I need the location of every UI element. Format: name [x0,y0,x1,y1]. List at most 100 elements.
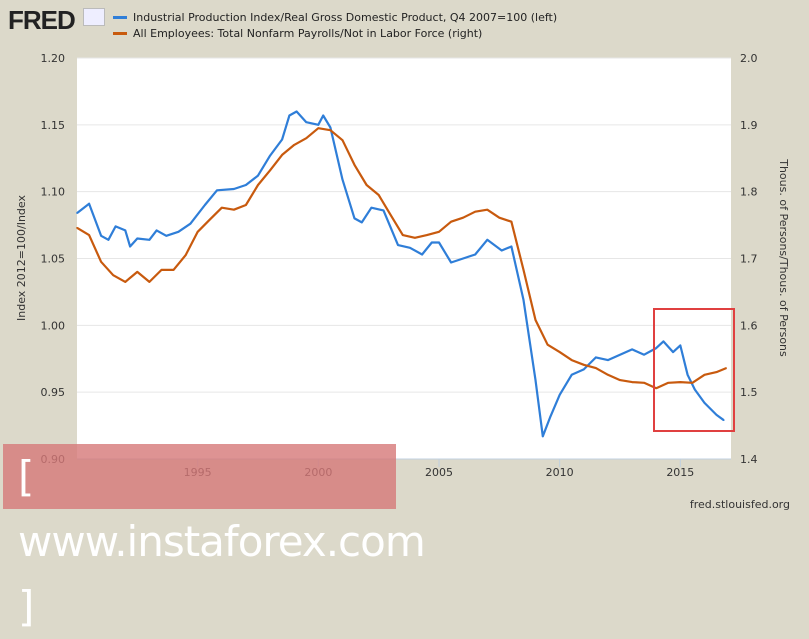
data-point [184,254,187,256]
data-point [462,257,464,260]
data-point [172,269,175,271]
data-point [655,387,657,389]
data-point [341,178,344,181]
data-point [703,373,706,376]
data-point [233,188,235,190]
data-point [534,379,537,381]
data-point [177,230,180,233]
data-point [686,373,689,376]
data-point [220,206,223,209]
data-point [208,218,211,221]
data-point [148,281,151,283]
data-point [155,229,158,232]
y-tick-label-right: 1.6 [740,319,758,332]
data-point [534,319,537,321]
data-point [397,244,399,246]
legend-swatch-orange [113,32,127,35]
data-point [500,249,503,252]
data-point [655,347,657,349]
data-point [703,402,706,404]
legend-label: Industrial Production Index/Real Gross D… [133,11,558,24]
data-point [233,208,235,211]
data-point [124,281,127,283]
data-point [341,139,344,142]
data-point [450,220,452,223]
data-point [486,208,489,211]
data-point [486,238,489,241]
legend-item-nonfarm-payrolls[interactable]: All Employees: Total Nonfarm Payrolls/No… [113,27,482,40]
data-point [409,247,411,249]
data-point [558,351,561,353]
data-point [305,121,308,123]
y-tick-label-left: 1.05 [41,253,66,266]
data-point [353,217,356,220]
data-point [305,137,308,139]
data-point [643,353,645,356]
y-tick-label-left: 0.95 [41,386,66,399]
x-tick-label: 2015 [666,466,694,479]
data-point [426,234,428,236]
data-point [112,274,114,277]
source-credit[interactable]: fred.stlouisfed.org [689,498,790,511]
data-point [295,110,298,113]
data-point [88,234,90,236]
data-point [570,359,573,361]
y-tick-label-left: 1.15 [41,119,66,132]
data-point [204,204,206,206]
data-point [522,269,525,271]
data-point [715,414,718,416]
legend-swatch-blue [113,16,127,19]
data-point [329,129,332,131]
data-point [216,189,218,192]
data-point [293,144,295,146]
data-point [100,234,102,237]
series-line-industrial-production [76,110,725,438]
fred-logo[interactable]: FRED [8,5,76,35]
legend-item-industrial-production[interactable]: Industrial Production Index/Real Gross D… [113,11,557,24]
data-point [715,371,718,373]
data-point [558,394,561,396]
y-tick-label-right: 1.8 [740,186,758,199]
data-point [438,230,440,233]
data-point [114,225,117,228]
data-point [377,194,380,196]
data-point [322,114,324,117]
data-point [317,127,320,129]
data-point [474,253,476,256]
data-point [389,214,392,216]
data-point [631,348,633,351]
data-point [450,261,452,264]
data-point [124,229,127,232]
y-tick-label-right: 2.0 [740,52,758,65]
data-point [269,169,271,172]
data-point [725,367,727,369]
data-point [245,184,247,186]
data-point [189,222,192,225]
fred-chart-icon [83,8,105,26]
data-point [421,253,423,256]
data-point [607,359,609,361]
data-point [493,244,496,246]
data-point [570,373,573,376]
data-point [510,245,513,248]
data-point [582,363,585,366]
data-point [667,382,670,384]
watermark: [ www.instaforex.com ] [3,444,426,631]
data-point [148,238,151,241]
data-point [317,124,320,126]
y-tick-label-right: 1.9 [740,119,758,132]
y-tick-label-right: 1.5 [740,386,758,399]
data-point [129,245,131,248]
data-point [136,237,139,240]
data-point [100,261,102,263]
data-point [662,340,665,343]
data-point [619,353,621,356]
data-point [76,226,78,229]
y-tick-label-left: 1.00 [41,319,66,332]
x-tick-label: 2010 [546,466,574,479]
data-point [281,154,283,156]
data-point [474,210,476,213]
data-point [430,241,433,244]
data-point [382,209,385,212]
legend-label: All Employees: Total Nonfarm Payrolls/No… [133,27,483,40]
